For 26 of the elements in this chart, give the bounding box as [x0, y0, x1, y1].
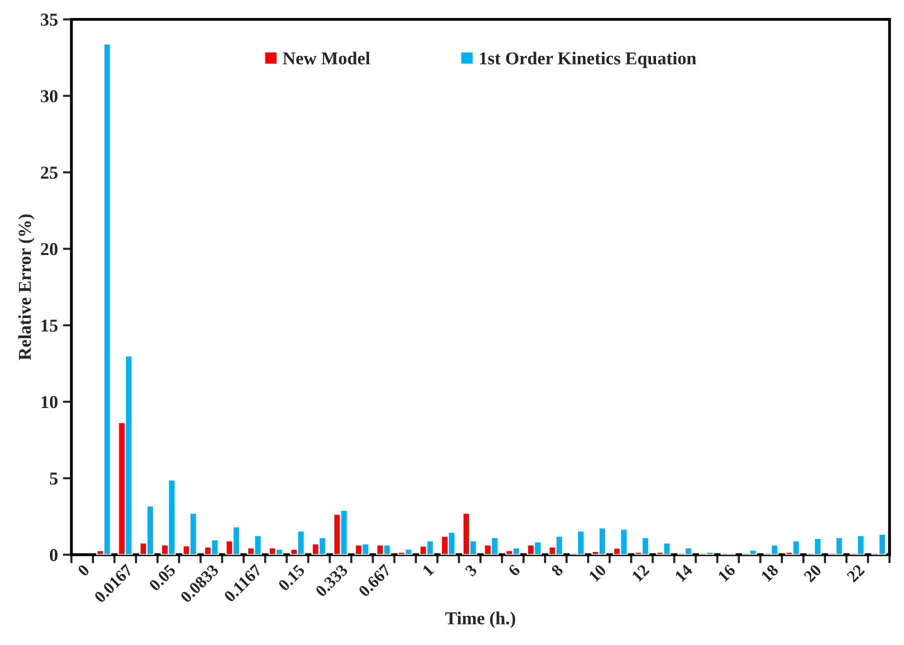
y-tick-label: 25	[40, 166, 58, 179]
y-tick-label: 5	[50, 472, 58, 485]
x-tick-label: 1	[422, 564, 434, 576]
x-tick-label: 0.05	[148, 564, 176, 592]
x-tick-label: 18	[760, 564, 780, 582]
x-tick-label: 14	[674, 564, 693, 582]
x-tick-label: 0.15	[278, 564, 306, 592]
y-tick-label: 0	[50, 548, 58, 562]
x-tick-label: 3	[464, 564, 478, 577]
x-axis-title: Time (h.)	[445, 612, 516, 628]
legend-label: 1st Order Kinetics Equation	[480, 52, 696, 68]
x-tick-label: 22	[846, 564, 865, 582]
x-tick-label: 12	[631, 564, 650, 582]
y-tick-label: 10	[42, 396, 58, 408]
y-tick-label: 15	[42, 320, 58, 332]
x-tick-label: 16	[718, 564, 736, 582]
x-tick-label: 20	[803, 564, 822, 583]
x-tick-label: 8	[550, 564, 564, 577]
y-tick-label: 20	[40, 243, 58, 256]
legend-label: New Model	[282, 52, 370, 64]
y-tick-label: 35	[40, 14, 58, 26]
x-tick-label: 0	[77, 564, 90, 577]
y-tick-label: 30	[40, 90, 58, 102]
x-tick-label: 10	[588, 564, 607, 582]
x-tick-label: 6	[508, 564, 521, 577]
y-axis-title: Relative Error (%)	[18, 214, 35, 360]
